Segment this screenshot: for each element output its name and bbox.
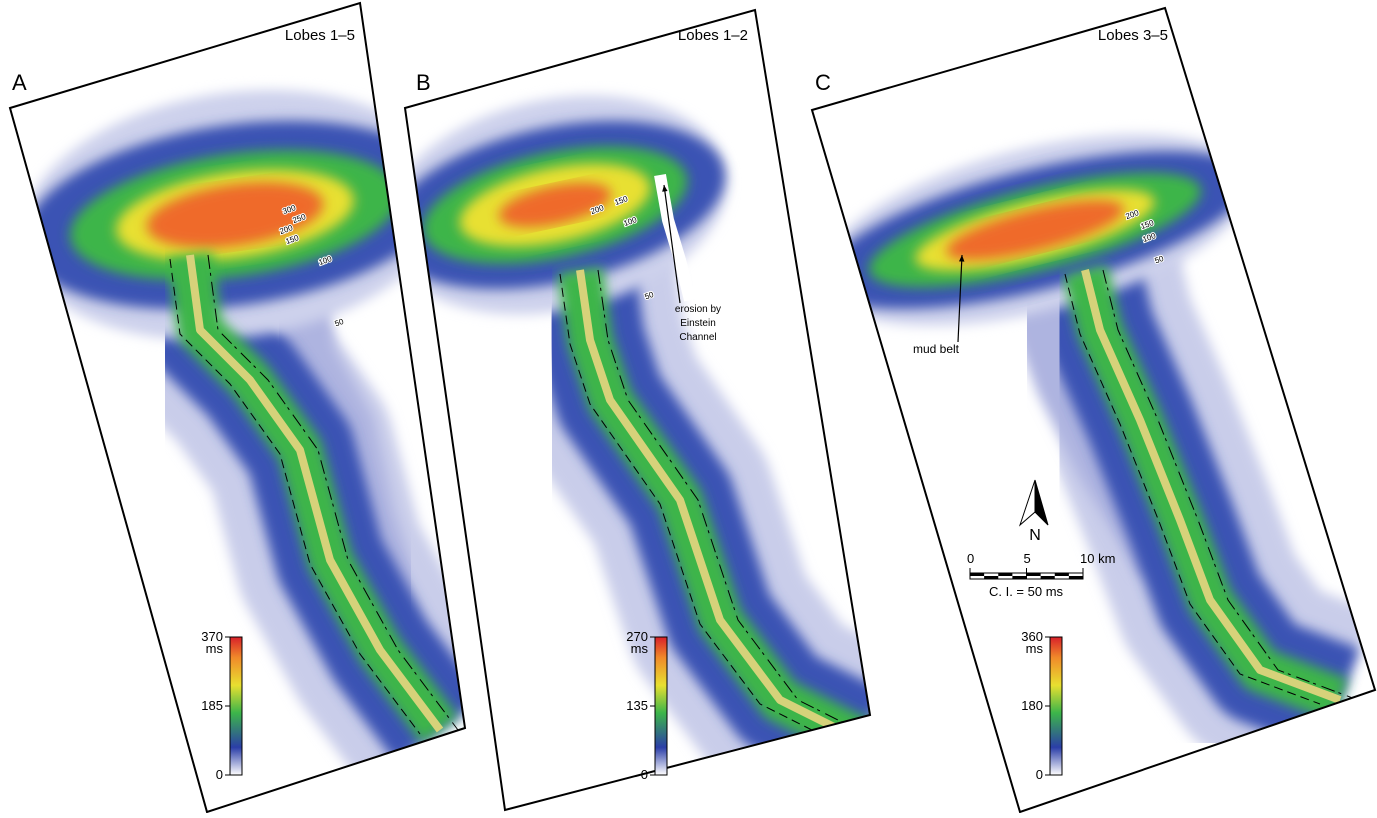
panel-title: Lobes 1–2 [678, 27, 748, 44]
north-label: N [1029, 527, 1041, 544]
colorbar-label: 185 [201, 698, 223, 713]
colorbar [1050, 637, 1062, 775]
annotation: Channel [679, 332, 716, 343]
scale-label: 10 km [1080, 551, 1115, 566]
colorbar [655, 637, 667, 775]
colorbar [230, 637, 242, 775]
contour-interval: C. I. = 50 ms [989, 584, 1064, 599]
colorbar-label: 0 [216, 767, 223, 782]
panel-letter: C [815, 70, 831, 95]
panel-letter: B [416, 70, 431, 95]
colorbar-label: 0 [1036, 767, 1043, 782]
scale-label: 0 [967, 551, 974, 566]
annotation: mud belt [913, 342, 960, 356]
panel-title: Lobes 1–5 [285, 27, 355, 44]
annotation: Einstein [680, 318, 716, 329]
colorbar-label: 0 [641, 767, 648, 782]
annotation: erosion by [675, 304, 721, 315]
colorbar-unit: ms [1026, 641, 1044, 656]
scale-label: 5 [1024, 551, 1031, 566]
panel-title: Lobes 3–5 [1098, 27, 1168, 44]
figure: ALobes 1–5300250200150100500185370msBLob… [0, 0, 1377, 813]
colorbar-unit: ms [206, 641, 224, 656]
panel-letter: A [12, 70, 27, 95]
colorbar-label: 135 [626, 698, 648, 713]
colorbar-unit: ms [631, 641, 649, 656]
colorbar-label: 180 [1021, 698, 1043, 713]
